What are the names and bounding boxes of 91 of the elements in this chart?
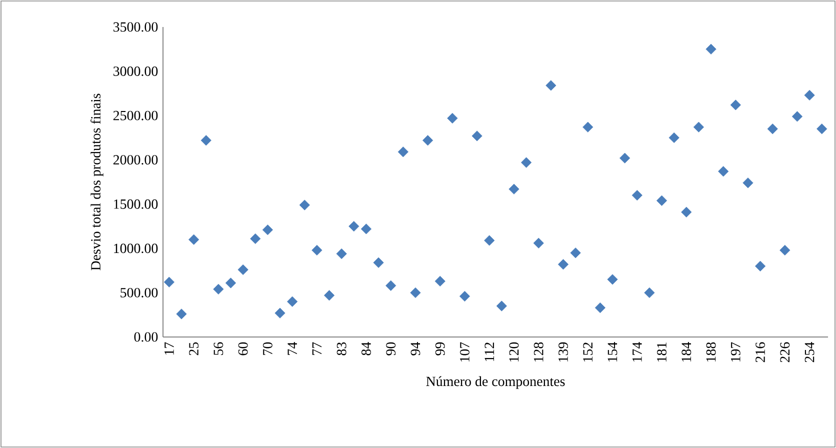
x-tick-label: 70 <box>262 342 272 355</box>
x-tick-label: 184 <box>682 342 692 362</box>
point <box>693 122 704 132</box>
point <box>681 206 692 218</box>
point <box>250 233 261 244</box>
point <box>472 130 482 142</box>
point <box>767 124 778 134</box>
x-tick-label: 90 <box>386 342 396 356</box>
point <box>262 224 273 236</box>
point <box>816 124 828 134</box>
point <box>521 157 532 168</box>
point <box>632 190 642 201</box>
point <box>336 248 347 260</box>
point <box>668 132 680 144</box>
x-tick-label: 216 <box>756 342 765 362</box>
x-tick-label: 128 <box>534 342 544 362</box>
x-tick-label: 107 <box>460 342 470 362</box>
point <box>225 278 236 288</box>
point <box>348 220 360 232</box>
point <box>656 195 668 206</box>
y-axis-title: Desvio total dos produtos finais <box>90 94 104 270</box>
x-tick-label: 17 <box>164 342 174 355</box>
point <box>410 287 421 298</box>
point <box>213 284 224 294</box>
point <box>274 308 286 318</box>
x-tick-label: 74 <box>288 342 297 355</box>
y-tick-label: 1000.00 <box>114 244 158 254</box>
y-tick-label: 0.00 <box>134 332 158 342</box>
point <box>546 80 556 91</box>
point <box>730 100 741 110</box>
point <box>582 122 594 132</box>
x-tick-label: 120 <box>509 342 519 362</box>
x-tick-label: 94 <box>410 342 420 356</box>
point <box>620 152 630 164</box>
point <box>644 287 655 298</box>
point <box>607 274 618 285</box>
y-tick-label: 2500.00 <box>113 110 158 120</box>
point <box>508 184 520 194</box>
x-tick-label: 154 <box>608 342 618 362</box>
point <box>299 200 310 210</box>
x-tick-label: 197 <box>730 342 740 362</box>
y-tick-label: 2000.00 <box>113 155 158 165</box>
point <box>484 235 495 246</box>
y-tick-label: 3000.00 <box>113 66 158 76</box>
x-tick-label: 174 <box>632 342 642 362</box>
point <box>718 166 729 177</box>
point <box>496 300 507 312</box>
x-tick-label: 99 <box>435 342 445 356</box>
point <box>287 296 298 307</box>
x-tick-label: 56 <box>214 342 224 355</box>
point <box>434 276 446 286</box>
point <box>238 264 248 275</box>
point <box>780 244 790 256</box>
point <box>594 302 606 314</box>
point <box>188 234 200 245</box>
x-tick-label: 254 <box>804 342 814 362</box>
point <box>360 224 372 234</box>
point <box>570 248 581 258</box>
point <box>176 308 187 320</box>
point <box>386 280 396 291</box>
point <box>164 276 174 288</box>
x-tick-label: 83 <box>336 342 346 356</box>
x-tick-label: 188 <box>706 342 716 362</box>
y-tick-label: 3500.00 <box>113 22 158 32</box>
x-tick-label: 60 <box>238 342 248 356</box>
point <box>200 135 212 146</box>
point <box>754 260 766 272</box>
point <box>706 44 716 54</box>
point <box>558 259 569 270</box>
x-tick-label: 139 <box>558 342 568 362</box>
point <box>792 111 803 122</box>
x-tick-label: 77 <box>312 342 322 355</box>
x-tick-label: 112 <box>484 342 494 362</box>
x-tick-label: 226 <box>780 342 790 362</box>
point <box>742 178 754 188</box>
x-tick-label: 84 <box>361 342 371 356</box>
point <box>533 238 544 248</box>
x-tick-label: 152 <box>583 342 593 362</box>
point <box>447 112 458 124</box>
x-tick-label: 25 <box>189 342 198 356</box>
point <box>459 290 470 302</box>
point <box>398 146 408 158</box>
x-axis-title: Número de componentes <box>426 376 565 389</box>
y-tick-label: 500.00 <box>120 288 158 298</box>
point <box>312 244 322 256</box>
y-tick-label: 1500.00 <box>114 199 158 209</box>
point <box>324 290 335 301</box>
x-tick-label: 181 <box>657 342 666 362</box>
point <box>804 90 815 100</box>
point <box>422 135 434 146</box>
point <box>373 257 384 268</box>
